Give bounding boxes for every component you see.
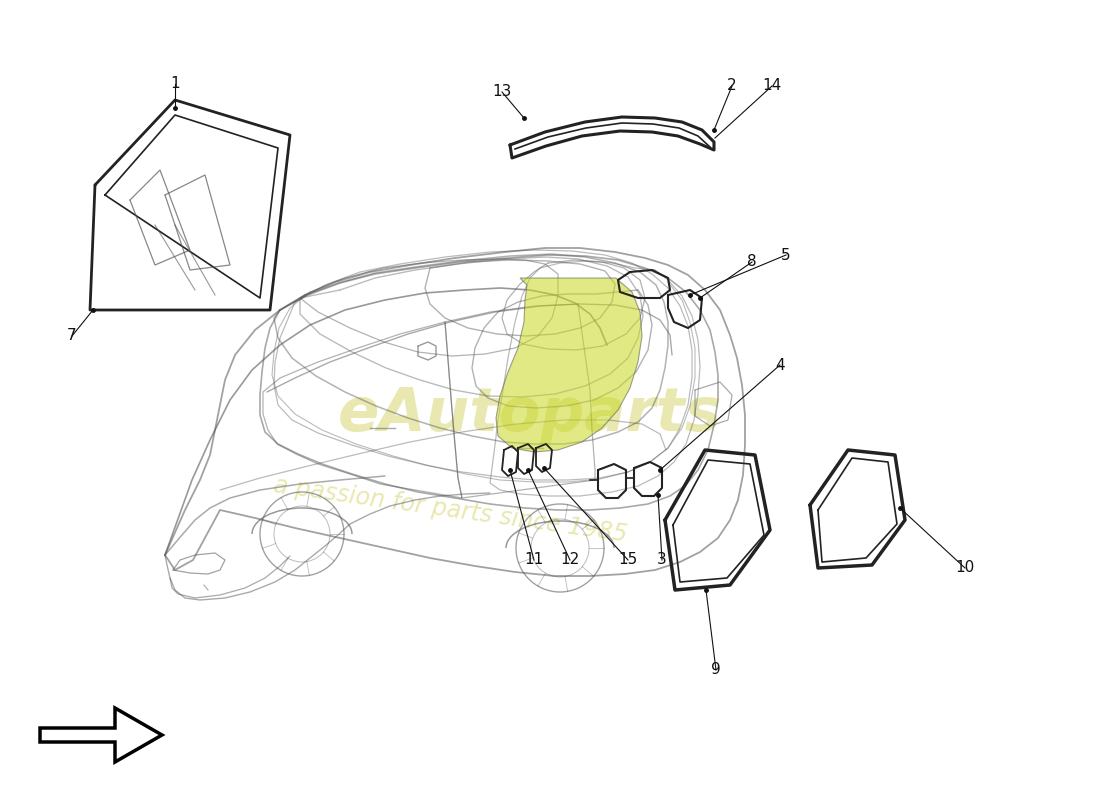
Text: 1: 1 — [170, 77, 179, 91]
Text: 12: 12 — [560, 553, 580, 567]
Text: 14: 14 — [762, 78, 782, 94]
Text: 5: 5 — [781, 247, 791, 262]
Text: a passion for parts since 1985: a passion for parts since 1985 — [272, 474, 628, 546]
Text: 13: 13 — [493, 85, 512, 99]
Text: eAutoparts: eAutoparts — [338, 386, 722, 445]
Text: 15: 15 — [618, 553, 638, 567]
Text: 11: 11 — [525, 553, 543, 567]
Polygon shape — [496, 278, 642, 452]
Text: 9: 9 — [711, 662, 720, 678]
Polygon shape — [40, 708, 162, 762]
Text: 7: 7 — [67, 329, 77, 343]
Text: 3: 3 — [657, 553, 667, 567]
Text: 4: 4 — [776, 358, 784, 373]
Text: 10: 10 — [956, 561, 975, 575]
Text: 8: 8 — [747, 254, 757, 270]
Text: 2: 2 — [727, 78, 737, 94]
